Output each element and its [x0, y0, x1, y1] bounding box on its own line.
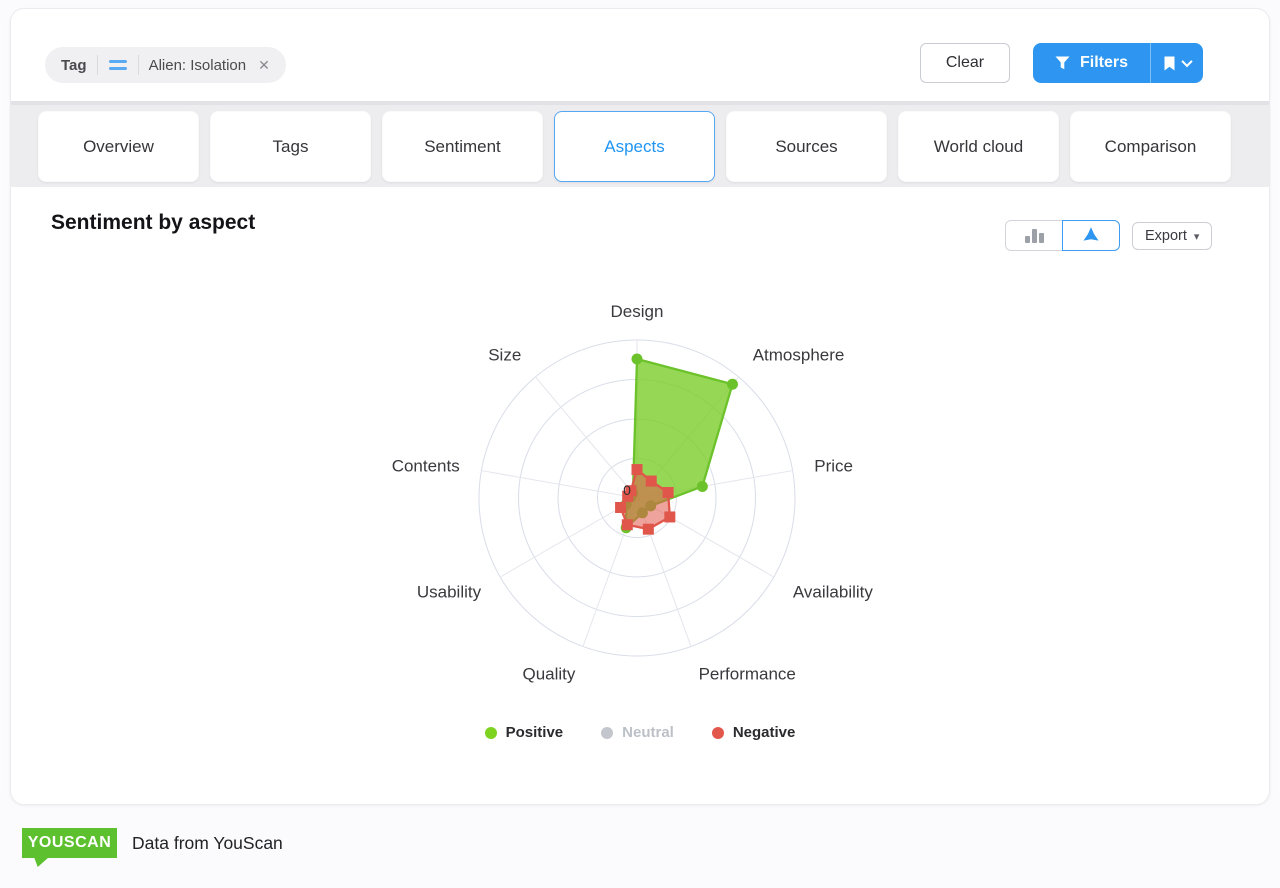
sentiment-radar-chart: 0 Design Atmosphere Price Availability Perfor…: [392, 302, 874, 684]
filters-button-label: Filters: [1080, 54, 1129, 71]
tab-overview[interactable]: Overview: [38, 111, 199, 182]
tab-sources[interactable]: Sources: [726, 111, 887, 182]
chevron-down-icon: [1181, 55, 1193, 68]
axis-label-performance: Performance: [699, 665, 796, 684]
tab-comparison[interactable]: Comparison: [1070, 111, 1231, 182]
filters-button-group: Filters: [1033, 43, 1204, 83]
axis-label-usability: Usability: [417, 583, 482, 602]
positive-dot-icon: [484, 726, 497, 739]
legend-label: Neutral: [622, 724, 674, 741]
tab-world-cloud[interactable]: World cloud: [898, 111, 1059, 182]
chart-view-toggle: [1005, 220, 1120, 251]
filter-chip-type: Tag: [61, 56, 87, 74]
chart-legend: Positive Neutral Negative: [11, 724, 1269, 741]
youscan-logo-text: YOUSCAN: [27, 834, 112, 851]
axis-label-size: Size: [488, 346, 521, 365]
bookmark-dropdown-button[interactable]: [1150, 43, 1204, 83]
tab-aspects[interactable]: Aspects: [554, 111, 715, 182]
axis-label-atmosphere: Atmosphere: [753, 346, 845, 365]
neutral-dot-icon: [601, 726, 614, 739]
legend-label: Negative: [732, 724, 796, 741]
divider: [96, 55, 98, 75]
axis-label-quality: Quality: [523, 665, 576, 684]
funnel-icon: [1055, 56, 1070, 70]
page-title: Sentiment by aspect: [51, 211, 256, 234]
legend-item-positive[interactable]: Positive: [484, 724, 564, 741]
legend-label: Positive: [505, 724, 564, 741]
footer: YOUSCAN Data from YouScan: [0, 820, 1280, 888]
axis-label-design: Design: [611, 302, 664, 321]
filter-chip-value: Alien: Isolation: [148, 56, 247, 74]
legend-item-neutral[interactable]: Neutral: [601, 724, 674, 741]
tab-bar: Overview Tags Sentiment Aspects Sources World…: [11, 101, 1269, 187]
export-button[interactable]: Export ▾: [1132, 222, 1213, 250]
bookmark-icon: [1164, 56, 1175, 70]
radar-chart-icon: [1083, 226, 1099, 241]
axis-label-availability: Availability: [793, 583, 874, 602]
filter-chip[interactable]: Tag Alien: Isolation ✕: [45, 47, 286, 83]
divider: [137, 55, 139, 75]
equals-icon: [108, 60, 128, 70]
caret-down-icon: ▾: [1193, 230, 1200, 243]
bar-chart-icon: [1024, 228, 1044, 243]
logo-speech-tail: [34, 857, 49, 867]
svg-text:0: 0: [623, 482, 631, 498]
legend-item-negative[interactable]: Negative: [711, 724, 796, 741]
export-button-label: Export: [1145, 228, 1187, 244]
footer-caption: Data from YouScan: [132, 833, 283, 853]
bar-view-button[interactable]: [1005, 220, 1063, 251]
axis-label-contents: Contents: [392, 457, 460, 476]
negative-dot-icon: [711, 726, 724, 739]
filters-button[interactable]: Filters: [1033, 43, 1151, 83]
radar-view-button[interactable]: [1062, 220, 1120, 251]
clear-button[interactable]: Clear: [920, 43, 1010, 83]
axis-label-price: Price: [814, 457, 853, 476]
close-icon[interactable]: ✕: [258, 56, 270, 73]
youscan-logo: YOUSCAN: [22, 828, 117, 867]
main-card: Tag Alien: Isolation ✕ Clear Filters Ove…: [10, 8, 1270, 805]
tab-sentiment[interactable]: Sentiment: [382, 111, 543, 182]
tab-tags[interactable]: Tags: [210, 111, 371, 182]
